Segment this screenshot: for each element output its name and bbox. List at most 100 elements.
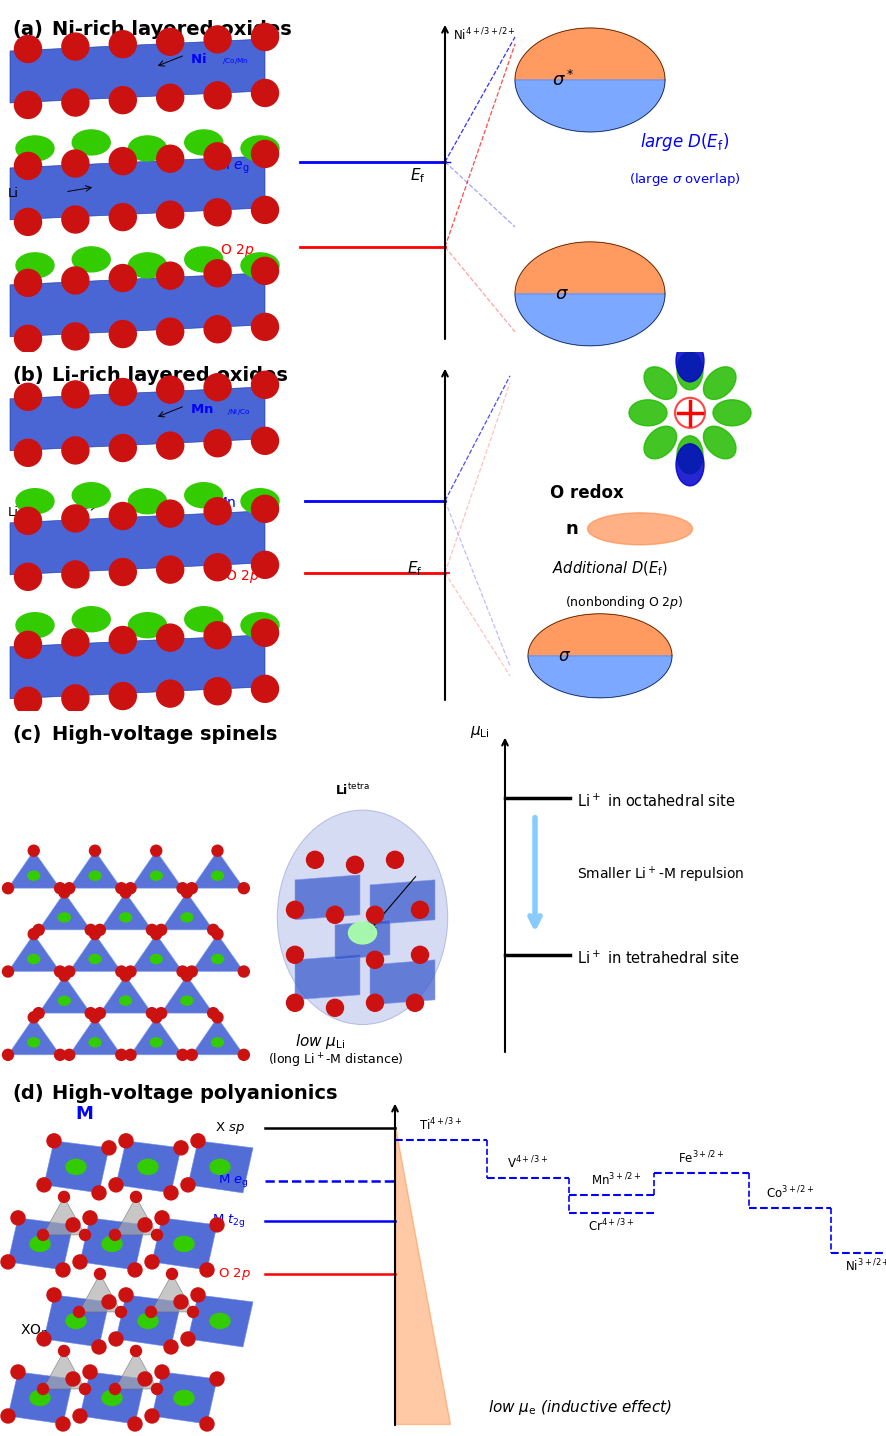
- Ellipse shape: [181, 913, 193, 922]
- Polygon shape: [8, 1371, 73, 1425]
- Circle shape: [157, 500, 183, 527]
- Circle shape: [145, 1409, 159, 1423]
- Circle shape: [102, 1140, 116, 1155]
- Circle shape: [130, 1192, 142, 1202]
- Circle shape: [174, 1295, 188, 1310]
- Circle shape: [109, 86, 136, 113]
- Circle shape: [37, 1383, 49, 1394]
- Ellipse shape: [348, 922, 377, 943]
- Circle shape: [386, 852, 403, 869]
- Circle shape: [182, 971, 192, 981]
- Circle shape: [95, 1008, 105, 1018]
- Circle shape: [56, 1417, 70, 1432]
- Circle shape: [157, 29, 183, 55]
- Ellipse shape: [73, 482, 110, 508]
- Circle shape: [204, 198, 231, 225]
- Circle shape: [164, 1340, 178, 1354]
- Circle shape: [89, 1012, 100, 1022]
- Circle shape: [109, 264, 136, 292]
- Circle shape: [14, 326, 42, 352]
- Circle shape: [109, 435, 136, 461]
- Circle shape: [11, 1211, 25, 1225]
- Ellipse shape: [27, 1038, 40, 1047]
- Circle shape: [146, 925, 158, 935]
- Circle shape: [64, 1050, 74, 1060]
- Circle shape: [157, 201, 183, 228]
- Circle shape: [58, 1192, 69, 1202]
- Ellipse shape: [128, 613, 167, 638]
- Circle shape: [62, 437, 89, 464]
- Circle shape: [167, 1268, 177, 1279]
- Circle shape: [62, 205, 89, 233]
- Circle shape: [55, 1050, 66, 1060]
- Circle shape: [1, 1409, 15, 1423]
- Polygon shape: [115, 1196, 157, 1235]
- Ellipse shape: [16, 488, 54, 514]
- Circle shape: [116, 1050, 127, 1060]
- Circle shape: [3, 883, 13, 893]
- Circle shape: [307, 852, 323, 869]
- Circle shape: [191, 1134, 205, 1147]
- Polygon shape: [8, 1017, 60, 1055]
- Text: Li$^+$ in octahedral site: Li$^+$ in octahedral site: [577, 793, 735, 810]
- Ellipse shape: [212, 1038, 223, 1047]
- Ellipse shape: [102, 1236, 122, 1251]
- Circle shape: [182, 887, 192, 898]
- Circle shape: [74, 1307, 84, 1317]
- Circle shape: [157, 556, 183, 583]
- Ellipse shape: [212, 872, 223, 880]
- Circle shape: [204, 26, 231, 53]
- Circle shape: [367, 951, 384, 968]
- Circle shape: [138, 1218, 152, 1232]
- Circle shape: [286, 994, 304, 1011]
- Text: $_{/\rm{Ni/Co}}$: $_{/\rm{Ni/Co}}$: [227, 408, 251, 418]
- Circle shape: [62, 33, 89, 60]
- Circle shape: [186, 883, 198, 893]
- Circle shape: [62, 381, 89, 408]
- Circle shape: [62, 685, 89, 712]
- Circle shape: [252, 495, 278, 523]
- Ellipse shape: [677, 435, 703, 474]
- Circle shape: [157, 376, 183, 404]
- Circle shape: [119, 1134, 133, 1147]
- Circle shape: [3, 966, 13, 976]
- Ellipse shape: [89, 872, 101, 880]
- Circle shape: [116, 883, 127, 893]
- Circle shape: [212, 846, 223, 856]
- Circle shape: [37, 1229, 49, 1241]
- Circle shape: [146, 1008, 158, 1018]
- Polygon shape: [370, 959, 435, 1005]
- Polygon shape: [191, 850, 244, 889]
- Circle shape: [37, 1333, 51, 1346]
- Text: O 2$p$: O 2$p$: [218, 1267, 251, 1282]
- Circle shape: [157, 681, 183, 707]
- Text: (a): (a): [12, 20, 43, 39]
- Polygon shape: [515, 80, 665, 132]
- Circle shape: [156, 1008, 167, 1018]
- Ellipse shape: [703, 366, 736, 399]
- Circle shape: [177, 1050, 188, 1060]
- Circle shape: [200, 1262, 214, 1277]
- Circle shape: [14, 688, 42, 714]
- Circle shape: [11, 1366, 25, 1379]
- Circle shape: [204, 429, 231, 457]
- Text: Ni $e_{\rm g}$: Ni $e_{\rm g}$: [215, 157, 250, 175]
- Polygon shape: [515, 294, 665, 346]
- Circle shape: [14, 563, 42, 590]
- Circle shape: [83, 1366, 97, 1379]
- Text: M $t_{\rm 2g}$: M $t_{\rm 2g}$: [212, 1212, 245, 1229]
- Text: (large $\sigma$ overlap): (large $\sigma$ overlap): [629, 171, 741, 188]
- Circle shape: [125, 966, 136, 976]
- Circle shape: [73, 1255, 87, 1269]
- Circle shape: [327, 906, 344, 923]
- Circle shape: [47, 1288, 61, 1302]
- Polygon shape: [80, 1218, 145, 1269]
- Circle shape: [28, 1012, 39, 1022]
- Polygon shape: [10, 635, 265, 699]
- Polygon shape: [69, 1017, 121, 1055]
- Circle shape: [200, 1417, 214, 1432]
- Circle shape: [14, 92, 42, 118]
- Ellipse shape: [185, 607, 222, 632]
- Circle shape: [33, 925, 44, 935]
- Ellipse shape: [713, 399, 751, 426]
